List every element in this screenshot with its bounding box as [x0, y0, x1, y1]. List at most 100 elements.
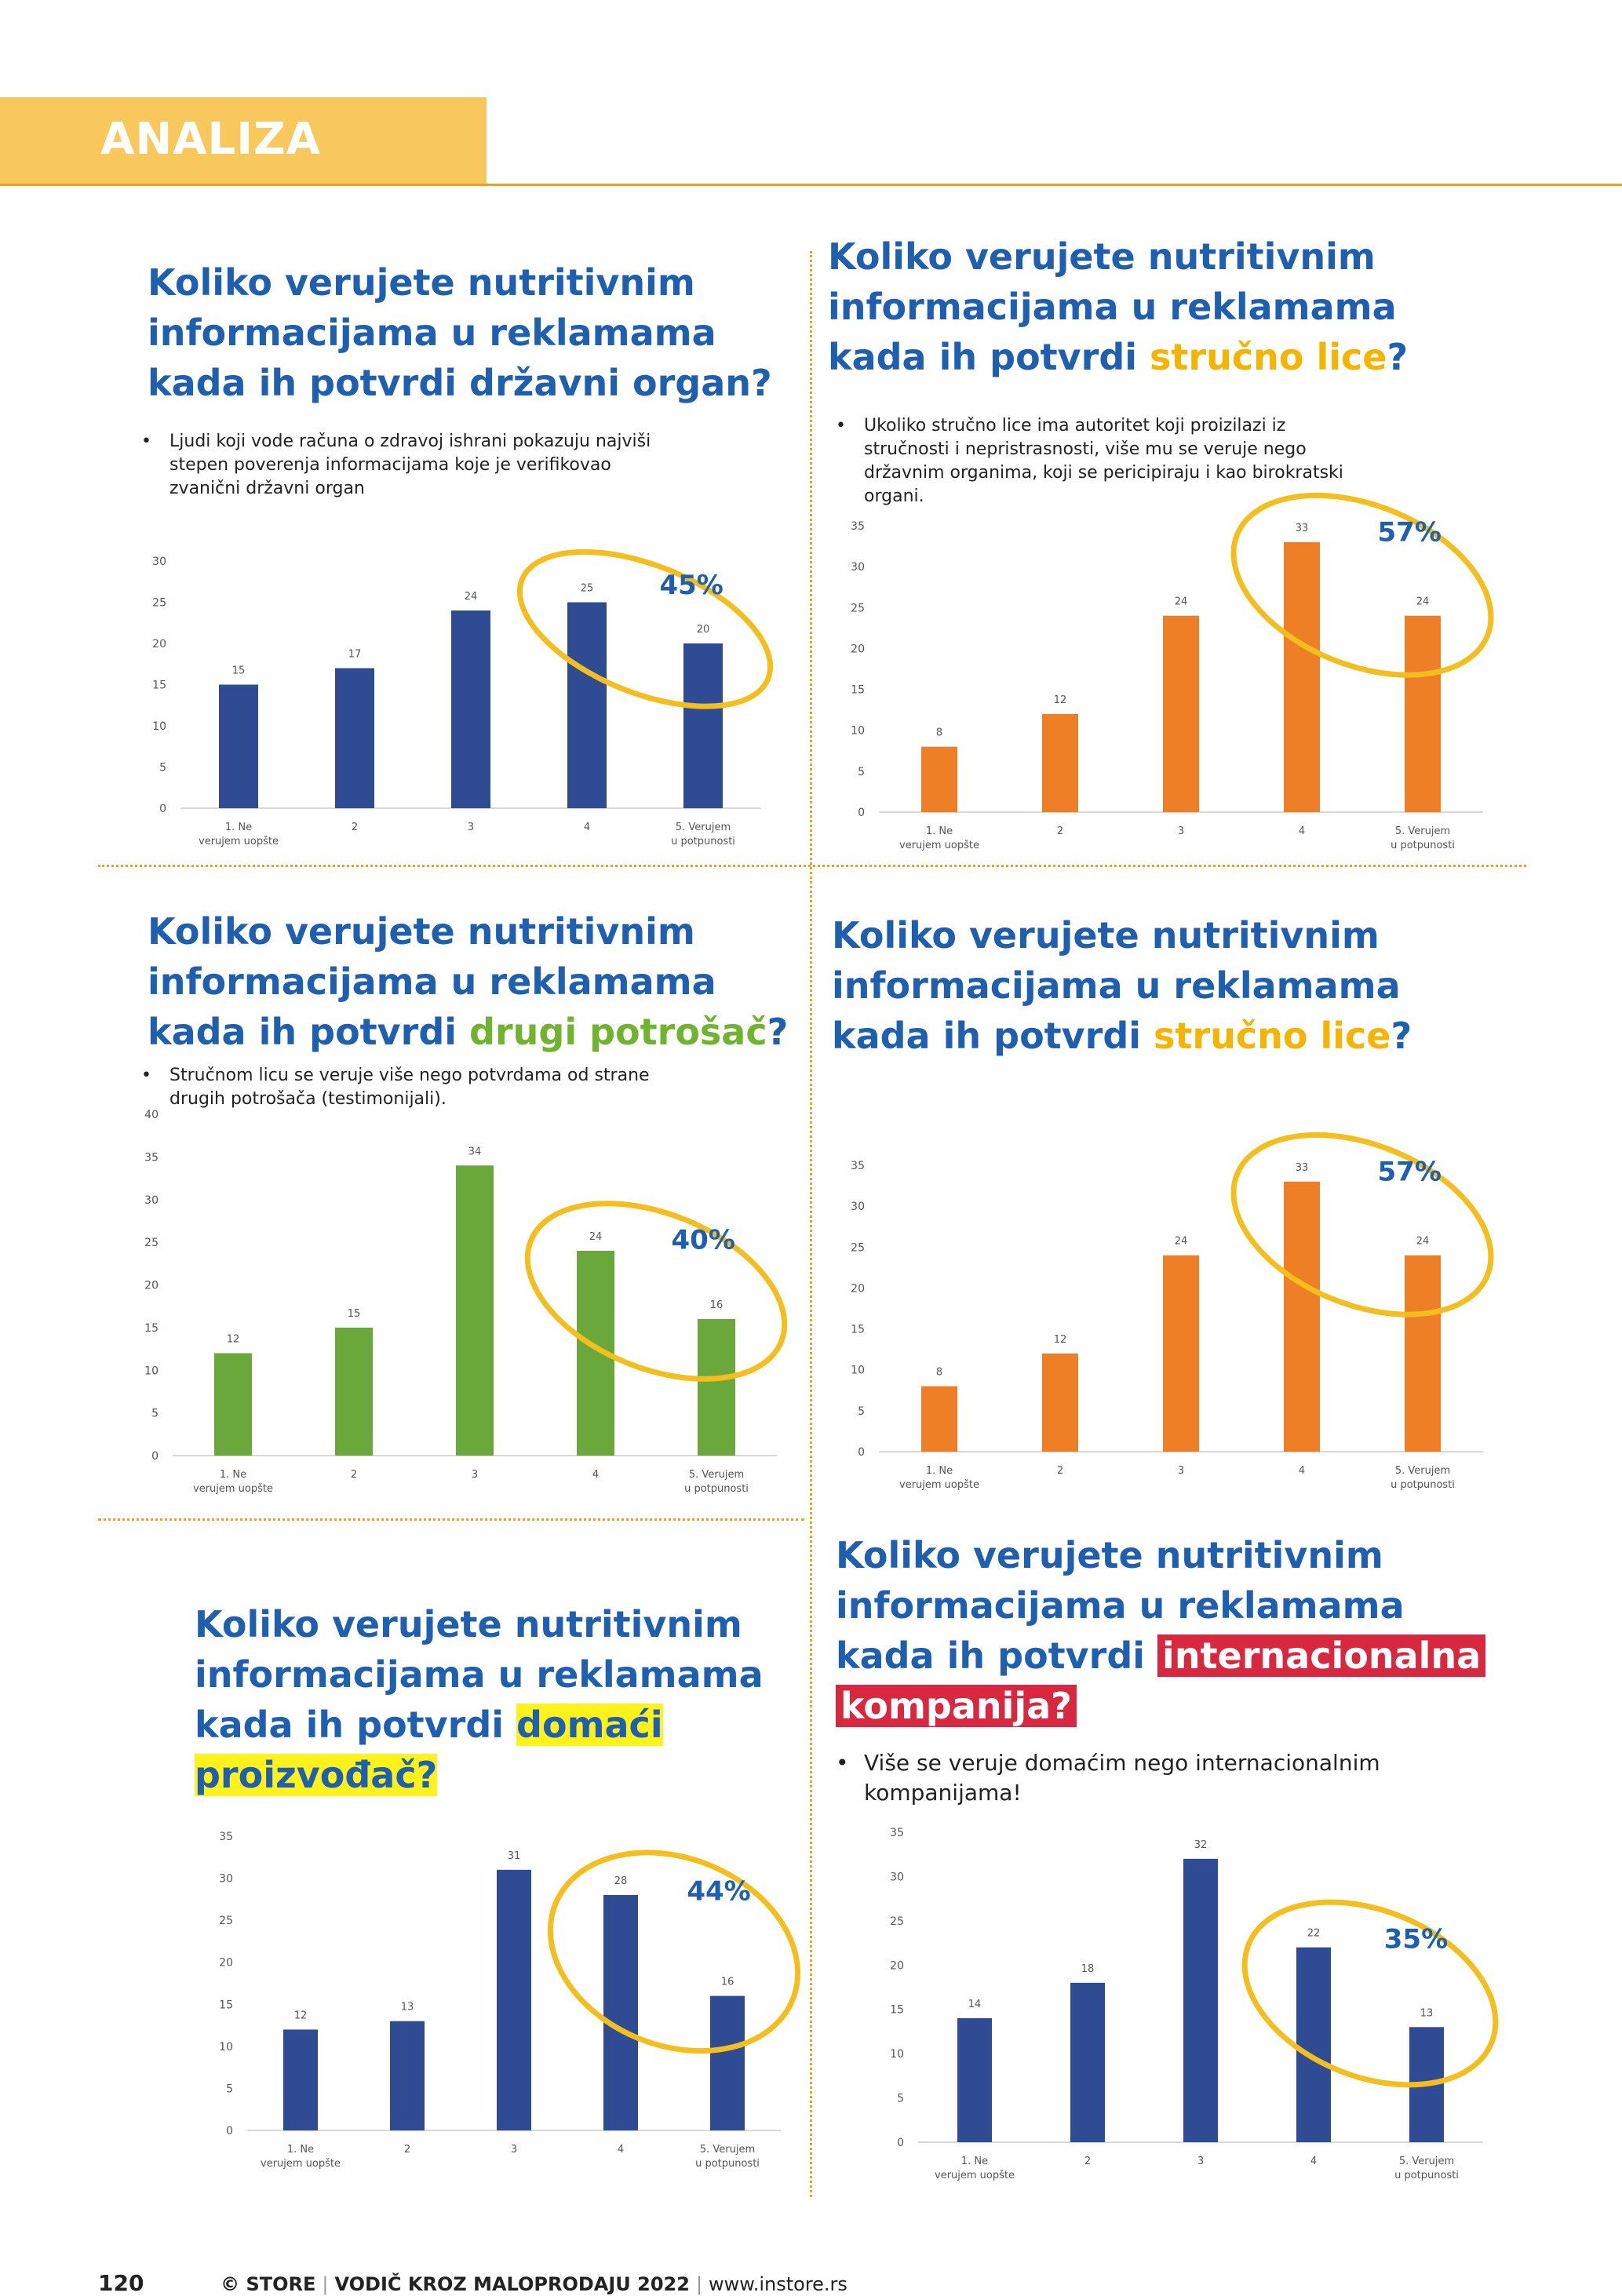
bar — [1405, 1255, 1441, 1452]
panel-6-title-highlight: internacionalna — [1157, 1635, 1486, 1677]
y-tick-label: 10 — [152, 720, 166, 733]
data-label: 24 — [1175, 596, 1188, 608]
data-label: 13 — [401, 2002, 414, 2014]
category-label: 4 — [1299, 1465, 1305, 1477]
category-label: verujem uopšte — [199, 836, 279, 847]
y-tick-label: 5 — [897, 2093, 904, 2105]
highlight-circle — [516, 548, 774, 709]
y-tick-label: 20 — [851, 643, 865, 655]
y-tick-label: 15 — [152, 680, 166, 692]
highlight-circle — [1230, 1132, 1494, 1317]
category-label: 5. Verujem — [700, 2144, 755, 2156]
bar — [603, 1895, 638, 2130]
panel-1-note-text: Ljudi koji vode računa o zdravoj ishrani… — [169, 432, 651, 498]
panel-5-title-line-2: informacijama u reklamama — [195, 1653, 764, 1696]
category-label: u potpunosti — [1394, 2170, 1459, 2181]
category-label: 4 — [1299, 825, 1305, 837]
percent-label: 44% — [687, 1876, 750, 1908]
data-label: 12 — [294, 2010, 308, 2021]
bar — [497, 1869, 531, 2130]
bar — [698, 1319, 735, 1456]
data-label: 24 — [589, 1231, 603, 1243]
data-label: 16 — [721, 1977, 734, 1988]
category-label: 1. Ne — [225, 822, 252, 833]
y-tick-label: 5 — [858, 766, 865, 778]
data-label: 8 — [936, 727, 942, 739]
y-tick-label: 30 — [851, 1201, 865, 1213]
y-tick-label: 20 — [144, 1280, 159, 1292]
panel-2-title-highlight: stručno lice — [1150, 336, 1387, 378]
data-label: 24 — [465, 591, 478, 603]
category-label: 5. Verujem — [1399, 2156, 1454, 2167]
bar — [921, 746, 957, 812]
panel-6-title-line-2: informacijama u reklamama — [836, 1584, 1405, 1627]
y-tick-label: 30 — [890, 1871, 904, 1883]
bar — [1042, 713, 1078, 812]
bar — [390, 2021, 425, 2130]
y-tick-label: 35 — [890, 1827, 904, 1839]
category-label: verujem uopšte — [899, 1479, 979, 1491]
category-label: 2 — [351, 1469, 357, 1481]
y-tick-label: 5 — [159, 762, 166, 774]
y-tick-label: 25 — [890, 1915, 904, 1928]
category-label: 2 — [352, 822, 358, 833]
y-tick-label: 0 — [151, 1450, 159, 1463]
data-label: 15 — [232, 665, 246, 677]
data-label: 12 — [1054, 1334, 1067, 1346]
data-label: 20 — [697, 624, 710, 636]
data-label: 33 — [1296, 523, 1309, 534]
y-tick-label: 0 — [858, 1446, 865, 1459]
panel-3-title: Koliko verujete nutritivnim informacijam… — [148, 906, 788, 1057]
panel-2-title-line-2: informacijama u reklamama — [828, 286, 1397, 328]
panel-3-title-highlight: drugi potrošač — [469, 1011, 767, 1053]
highlight-circle — [1230, 492, 1494, 678]
y-tick-label: 5 — [858, 1405, 865, 1418]
category-label: verujem uopšte — [899, 840, 979, 851]
panel-1-title-line-3: kada ih potvrdi državni organ? — [148, 362, 772, 404]
y-tick-label: 0 — [858, 807, 865, 819]
category-label: 4 — [584, 822, 590, 833]
category-label: 1. Ne — [220, 1469, 246, 1481]
percent-label: 45% — [659, 570, 723, 601]
percent-label: 57% — [1378, 517, 1442, 548]
bar — [214, 1353, 252, 1456]
bar — [335, 668, 374, 808]
data-label: 24 — [1416, 596, 1430, 608]
y-tick-label: 20 — [851, 1282, 865, 1295]
category-label: 3 — [511, 2144, 517, 2156]
data-label: 24 — [1175, 1236, 1188, 1248]
y-tick-label: 10 — [851, 1365, 865, 1377]
footer-brand: © STORE — [221, 2273, 316, 2295]
y-tick-label: 25 — [144, 1237, 159, 1249]
bar — [1042, 1353, 1078, 1452]
data-label: 24 — [1416, 1236, 1430, 1248]
category-label: 1. Ne — [926, 825, 953, 837]
data-label: 16 — [710, 1299, 724, 1311]
y-tick-label: 0 — [159, 803, 166, 815]
bar — [1163, 615, 1199, 812]
bar — [1284, 1181, 1320, 1452]
y-tick-label: 20 — [219, 1957, 233, 1970]
bar — [335, 1327, 373, 1456]
header-rule — [0, 184, 1622, 186]
panel-5-title-line-1: Koliko verujete nutritivnim — [195, 1603, 742, 1645]
category-label: 3 — [1197, 2156, 1204, 2167]
category-label: u potpunosti — [684, 1483, 749, 1495]
panel-5-title-line-3: kada ih potvrdi domaći — [195, 1704, 663, 1746]
y-tick-label: 35 — [851, 1160, 865, 1172]
data-label: 13 — [1420, 2007, 1434, 2019]
y-tick-label: 30 — [144, 1194, 159, 1207]
category-label: 1. Ne — [926, 1465, 953, 1477]
chart-4: 0 5 10 15 20 25 30 35 8 1. Ne verujem uopšte 12 2 24 3… — [851, 1132, 1494, 1491]
y-tick-label: 35 — [219, 1831, 233, 1843]
bar — [1296, 1947, 1331, 2142]
percent-label: 40% — [672, 1224, 735, 1256]
data-label: 14 — [968, 1999, 982, 2010]
y-tick-label: 20 — [890, 1959, 904, 1972]
panel-5-title: Koliko verujete nutritivnim informacijam… — [195, 1599, 764, 1800]
category-label: verujem uopšte — [261, 2158, 341, 2170]
percent-label: 57% — [1378, 1157, 1442, 1188]
category-label: 2 — [1057, 1465, 1063, 1477]
section-title: ANALIZA — [100, 114, 322, 165]
